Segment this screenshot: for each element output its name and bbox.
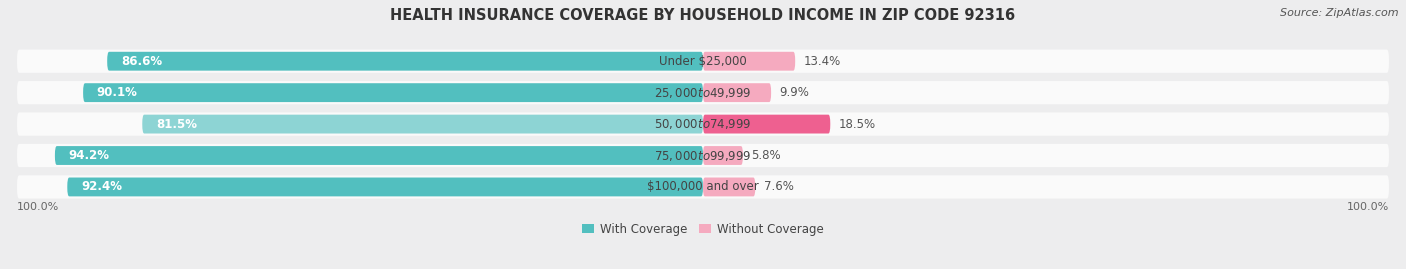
- FancyBboxPatch shape: [55, 146, 703, 165]
- Text: $25,000 to $49,999: $25,000 to $49,999: [654, 86, 752, 100]
- Text: Source: ZipAtlas.com: Source: ZipAtlas.com: [1281, 8, 1399, 18]
- Text: 94.2%: 94.2%: [69, 149, 110, 162]
- FancyBboxPatch shape: [17, 175, 1389, 199]
- Text: 13.4%: 13.4%: [803, 55, 841, 68]
- Text: 86.6%: 86.6%: [121, 55, 162, 68]
- Text: 81.5%: 81.5%: [156, 118, 197, 130]
- Text: $75,000 to $99,999: $75,000 to $99,999: [654, 148, 752, 162]
- Text: 7.6%: 7.6%: [763, 180, 793, 193]
- Text: 9.9%: 9.9%: [779, 86, 810, 99]
- Text: 18.5%: 18.5%: [838, 118, 876, 130]
- FancyBboxPatch shape: [17, 81, 1389, 104]
- FancyBboxPatch shape: [67, 178, 703, 196]
- FancyBboxPatch shape: [17, 49, 1389, 73]
- Text: Under $25,000: Under $25,000: [659, 55, 747, 68]
- FancyBboxPatch shape: [703, 52, 796, 71]
- Text: $50,000 to $74,999: $50,000 to $74,999: [654, 117, 752, 131]
- FancyBboxPatch shape: [703, 146, 742, 165]
- FancyBboxPatch shape: [142, 115, 703, 133]
- Text: 5.8%: 5.8%: [751, 149, 780, 162]
- FancyBboxPatch shape: [107, 52, 703, 71]
- FancyBboxPatch shape: [17, 112, 1389, 136]
- FancyBboxPatch shape: [703, 178, 755, 196]
- Text: 100.0%: 100.0%: [1347, 202, 1389, 213]
- Text: HEALTH INSURANCE COVERAGE BY HOUSEHOLD INCOME IN ZIP CODE 92316: HEALTH INSURANCE COVERAGE BY HOUSEHOLD I…: [391, 8, 1015, 23]
- Text: 92.4%: 92.4%: [82, 180, 122, 193]
- Text: 90.1%: 90.1%: [97, 86, 138, 99]
- Legend: With Coverage, Without Coverage: With Coverage, Without Coverage: [578, 218, 828, 240]
- FancyBboxPatch shape: [17, 144, 1389, 167]
- FancyBboxPatch shape: [83, 83, 703, 102]
- Text: $100,000 and over: $100,000 and over: [647, 180, 759, 193]
- FancyBboxPatch shape: [703, 115, 831, 133]
- Text: 100.0%: 100.0%: [17, 202, 59, 213]
- FancyBboxPatch shape: [703, 83, 770, 102]
